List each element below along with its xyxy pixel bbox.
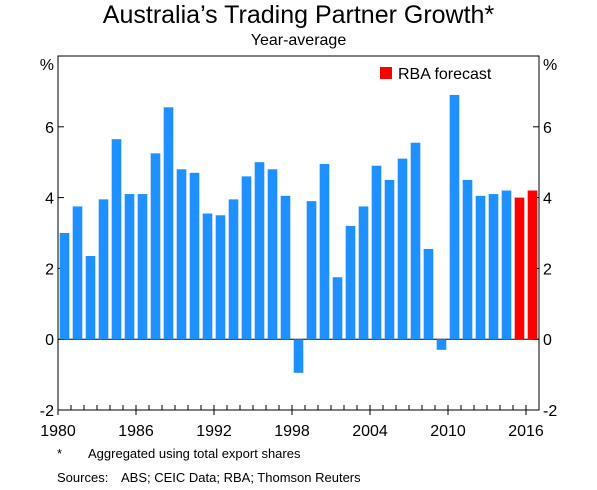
x-tick-label: 2016 <box>508 423 544 440</box>
bar-2008 <box>423 248 434 340</box>
x-tick-label: 1980 <box>40 423 76 440</box>
bar-1984 <box>111 139 122 340</box>
bar-2004 <box>371 165 382 340</box>
bar-2003 <box>358 206 369 340</box>
bar-2014 <box>501 190 512 340</box>
y-tick-label-right: -2 <box>543 403 557 420</box>
sources-label: Sources: <box>57 470 109 485</box>
plot-frame <box>57 55 540 411</box>
x-tick-label: 2010 <box>430 423 466 440</box>
footnote-marker: * <box>57 446 63 461</box>
bar-1982 <box>85 256 96 340</box>
bar-1983 <box>98 199 109 340</box>
footnote-text: Aggregated using total export shares <box>88 446 301 461</box>
bar-2013 <box>488 194 499 340</box>
y-tick-label-left: 4 <box>45 191 54 208</box>
y-tick-label-left: 6 <box>45 120 54 137</box>
bar-1990 <box>189 172 200 340</box>
bar-2002 <box>345 225 356 340</box>
bar-1991 <box>202 213 213 340</box>
bar-2012 <box>475 195 486 340</box>
y-tick-label-right: 6 <box>543 120 552 137</box>
bar-1987 <box>150 153 161 340</box>
bar-2005 <box>384 179 395 340</box>
y-tick-label-left: 0 <box>45 332 54 349</box>
bar-1986 <box>137 194 148 340</box>
bar-1999 <box>306 201 317 340</box>
chart-subtitle: Year-average <box>250 32 347 49</box>
y-unit-right: % <box>543 57 557 74</box>
y-tick-label-right: 4 <box>543 191 552 208</box>
bar-2001 <box>332 277 343 340</box>
chart-title: Australia’s Trading Partner Growth* <box>102 1 495 29</box>
legend-swatch <box>380 67 392 79</box>
x-tick-label: 1986 <box>118 423 154 440</box>
y-tick-label-left: -2 <box>40 403 54 420</box>
bar-2007 <box>410 142 421 340</box>
x-tick-label: 2004 <box>352 423 388 440</box>
bar-2016 <box>527 190 538 340</box>
bar-2009 <box>436 339 447 350</box>
y-tick-label-right: 2 <box>543 261 552 278</box>
y-unit-left: % <box>40 57 54 74</box>
x-tick-label: 1992 <box>196 423 232 440</box>
bar-1996 <box>267 169 278 340</box>
legend-label: RBA forecast <box>398 66 492 83</box>
bar-1998 <box>293 339 304 373</box>
bar-1989 <box>176 169 187 340</box>
bar-chart: -2 -2 0 0 2 2 4 4 6 6% % 1980 1986 1992 1998 2004 2010 20… <box>40 55 557 440</box>
bar-1981 <box>72 206 83 340</box>
bar-1994 <box>241 176 252 340</box>
bar-2000 <box>319 163 330 340</box>
sources-text: ABS; CEIC Data; RBA; Thomson Reuters <box>121 470 361 485</box>
bar-1980 <box>59 233 70 340</box>
x-tick-label: 1998 <box>274 423 310 440</box>
y-tick-label-right: 0 <box>543 332 552 349</box>
bar-1997 <box>280 195 291 340</box>
bar-1993 <box>228 199 239 340</box>
bar-2015 <box>514 197 525 340</box>
bar-2010 <box>449 94 460 340</box>
bar-2006 <box>397 158 408 340</box>
bar-1995 <box>254 162 265 340</box>
bar-1988 <box>163 107 174 340</box>
y-tick-label-left: 2 <box>45 261 54 278</box>
bar-2011 <box>462 179 473 340</box>
bar-1985 <box>124 194 135 340</box>
bar-1992 <box>215 215 226 340</box>
